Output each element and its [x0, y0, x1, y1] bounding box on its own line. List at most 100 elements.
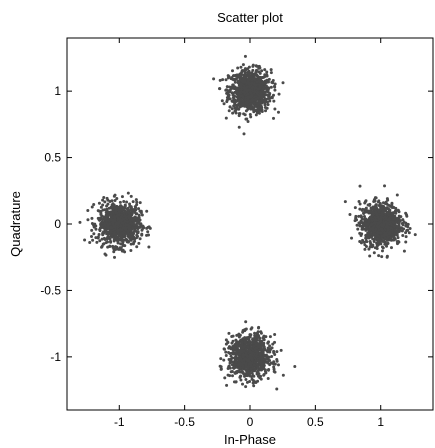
scatter-point [369, 243, 373, 247]
scatter-point [128, 208, 132, 212]
scatter-point [389, 226, 393, 230]
scatter-point [235, 105, 239, 109]
scatter-point [271, 81, 275, 85]
scatter-point [134, 198, 138, 202]
scatter-point [122, 200, 126, 204]
scatter-point [366, 222, 370, 226]
scatter-point [394, 206, 398, 210]
scatter-point [103, 217, 106, 221]
scatter-point [119, 247, 123, 251]
scatter-point [118, 200, 122, 204]
scatter-point [373, 246, 377, 250]
scatter-point [273, 107, 277, 111]
scatter-point [233, 342, 237, 346]
scatter-point [388, 211, 392, 215]
scatter-point [249, 367, 253, 371]
scatter-point [147, 245, 151, 249]
scatter-point [147, 233, 151, 237]
scatter-point [103, 200, 107, 204]
scatter-point [250, 72, 254, 76]
scatter-point [241, 99, 245, 103]
scatter-point [237, 369, 241, 373]
scatter-point [262, 345, 266, 349]
scatter-point [272, 99, 276, 103]
scatter-point [268, 344, 272, 348]
scatter-point [391, 234, 395, 238]
scatter-point [244, 117, 248, 121]
scatter-point [100, 244, 104, 248]
scatter-point [124, 215, 128, 219]
scatter-point [95, 240, 99, 244]
scatter-point [221, 78, 225, 82]
scatter-point [404, 235, 408, 239]
scatter-point [252, 339, 256, 343]
scatter-point [388, 214, 392, 217]
scatter-point [248, 106, 252, 110]
scatter-point [127, 215, 131, 219]
scatter-point [125, 240, 129, 244]
scatter-point [243, 91, 247, 95]
scatter-point [244, 98, 248, 102]
scatter-point [374, 203, 378, 207]
scatter-point [253, 90, 257, 94]
scatter-point [97, 201, 101, 205]
scatter-point [250, 81, 254, 85]
scatter-point [240, 340, 244, 344]
scatter-point [83, 238, 87, 242]
scatter-point [390, 202, 394, 206]
scatter-point [273, 82, 277, 86]
scatter-point [251, 68, 255, 72]
scatter-point [109, 230, 113, 234]
scatter-point [112, 250, 116, 254]
scatter-point [246, 119, 250, 123]
scatter-point [101, 233, 105, 237]
y-tick-label: 1 [54, 84, 61, 98]
scatter-point [224, 350, 228, 354]
scatter-point [275, 350, 279, 354]
scatter-point [243, 104, 247, 108]
scatter-point [246, 345, 250, 349]
scatter-point [353, 219, 357, 223]
scatter-point [98, 226, 102, 230]
scatter-point [90, 222, 94, 226]
scatter-point [231, 69, 234, 73]
scatter-point [140, 233, 144, 237]
scatter-point [107, 213, 111, 217]
scatter-point [379, 231, 383, 235]
scatter-point [383, 240, 387, 244]
scatter-point [121, 243, 125, 247]
scatter-point [135, 203, 139, 207]
scatter-point [371, 227, 375, 231]
scatter-point [227, 345, 231, 349]
scatter-point [239, 94, 243, 98]
scatter-point [266, 376, 270, 380]
scatter-point [231, 346, 235, 350]
scatter-point [367, 247, 371, 251]
scatter-point [109, 218, 113, 222]
scatter-point [262, 373, 266, 377]
scatter-point [102, 196, 106, 199]
scatter-point [248, 362, 252, 366]
scatter-point [374, 211, 378, 215]
scatter-point [244, 347, 248, 351]
scatter-point [230, 374, 234, 378]
scatter-point [244, 320, 248, 324]
scatter-point [240, 343, 244, 347]
scatter-point [377, 221, 381, 225]
scatter-point [242, 340, 246, 344]
scatter-point [366, 203, 370, 207]
scatter-point [269, 68, 273, 72]
scatter-point [124, 228, 128, 232]
scatter-point [258, 352, 262, 356]
scatter-point [257, 372, 261, 376]
scatter-point [260, 69, 264, 73]
scatter-point [253, 347, 257, 351]
scatter-cluster-2 [343, 184, 417, 259]
scatter-point [258, 71, 262, 75]
scatter-point [108, 244, 112, 248]
scatter-point [261, 357, 265, 361]
scatter-point [375, 213, 379, 217]
scatter-point [257, 79, 261, 83]
scatter-point [275, 387, 279, 391]
scatter-point [90, 216, 94, 220]
